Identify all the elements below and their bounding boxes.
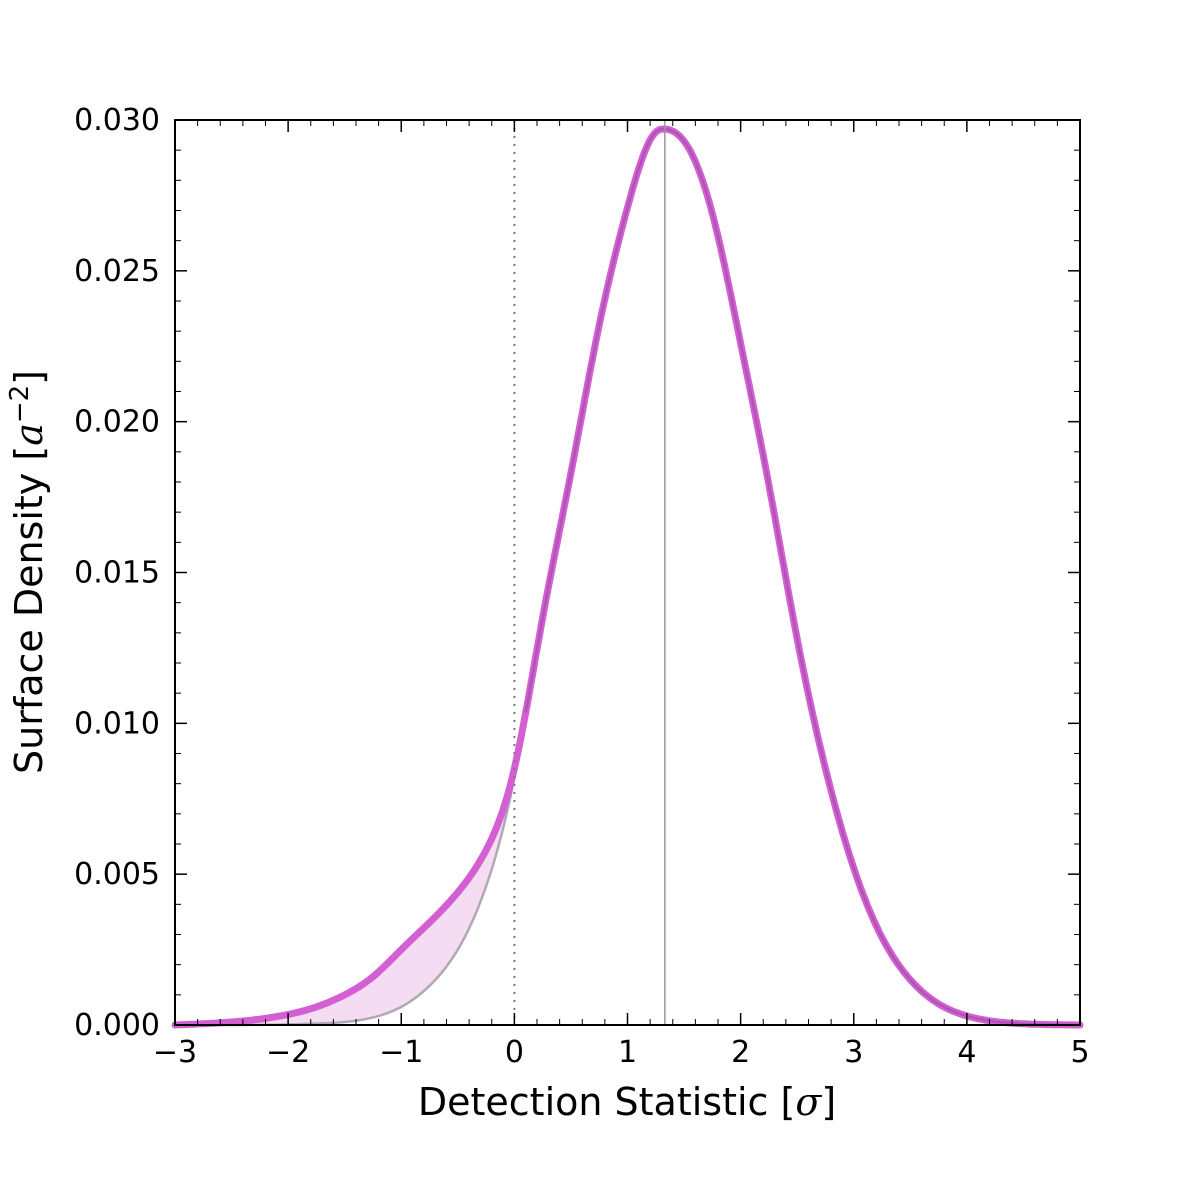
x-axis-ticks: −3 −2 −1 0 1 2 3 4 5 [153,120,1090,1070]
series-magenta-line [171,125,1084,1029]
x-tick-label: 1 [618,1035,637,1070]
y-tick-label: 0.010 [74,706,160,741]
x-tick-label: −1 [379,1035,423,1070]
y-axis-ticks: 0.000 0.005 0.010 0.015 0.020 0.025 0.030 [74,103,1080,1043]
x-tick-label: 3 [844,1035,863,1070]
x-tick-label: 5 [1070,1035,1089,1070]
x-tick-label: −3 [153,1035,197,1070]
y-tick-label: 0.025 [74,254,160,289]
y-tick-label: 0.030 [74,103,160,138]
x-tick-label: −2 [266,1035,310,1070]
y-tick-label: 0.020 [74,405,160,440]
plot-content [171,120,1084,1029]
shaded-region [175,529,560,1025]
series-magenta-core [524,127,1080,1027]
y-tick-label: 0.015 [74,556,160,591]
x-tick-label: 2 [731,1035,750,1070]
y-tick-label: 0.000 [74,1008,160,1043]
y-axis-label: Surface Density [a−2] [5,370,51,774]
x-tick-label: 0 [505,1035,524,1070]
y-tick-label: 0.005 [74,857,160,892]
axes-frame [174,119,1081,1026]
plot-border [174,119,1081,1026]
series-gray-line [175,127,1080,1027]
x-axis-label: Detection Statistic [σ] [418,1080,836,1124]
x-tick-label: 4 [957,1035,976,1070]
